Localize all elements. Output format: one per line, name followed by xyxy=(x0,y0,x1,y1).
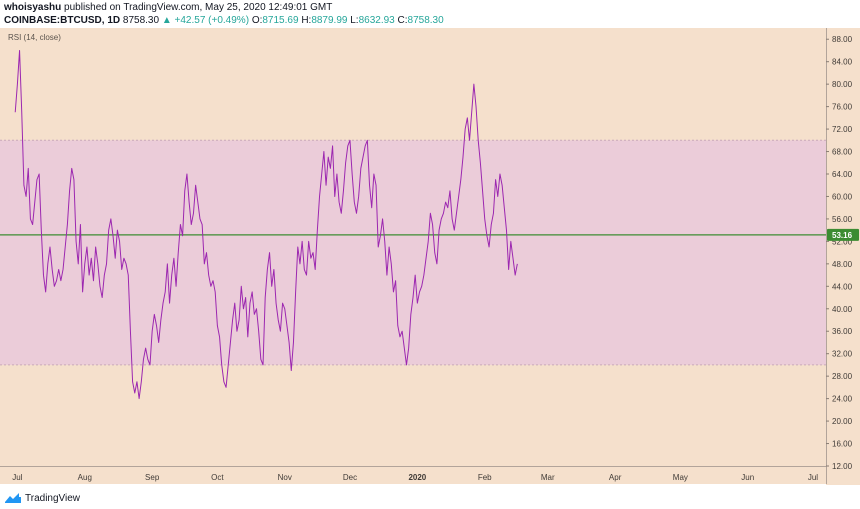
y-axis-tick-label: 32.00 xyxy=(832,350,853,359)
y-axis-tick-label: 16.00 xyxy=(832,440,853,449)
y-axis-tick-label: 20.00 xyxy=(832,417,853,426)
x-axis-tick-label: Feb xyxy=(478,473,492,482)
y-axis-tick-label: 72.00 xyxy=(832,125,853,134)
x-axis-tick-label: Aug xyxy=(78,473,92,482)
y-axis-tick-label: 52.00 xyxy=(832,237,853,246)
symbol-ohlc: COINBASE:BTCUSD, 1D 8758.30 ▲ +42.57 (+0… xyxy=(4,15,856,27)
y-axis-ticks: 12.00 16.00 20.00 24.00 28.00 32.00 36.00 40.00… xyxy=(826,35,853,471)
y-axis-tick-label: 36.00 xyxy=(832,327,853,336)
y-axis-tick-label: 76.00 xyxy=(832,103,853,112)
open-label: O: xyxy=(251,15,263,26)
footer: TradingView xyxy=(4,490,80,506)
tradingview-logo-icon xyxy=(5,493,21,503)
close-value: 8758.30 xyxy=(407,15,444,26)
price-change: +42.57 (+0.49%) xyxy=(174,15,250,26)
price-axis[interactable] xyxy=(826,28,860,485)
x-axis-tick-label: Apr xyxy=(609,473,622,482)
x-axis-tick-label: Nov xyxy=(278,473,292,482)
y-axis-tick-label: 12.00 xyxy=(832,462,853,471)
y-axis-tick-label: 40.00 xyxy=(832,305,853,314)
high-label: H: xyxy=(301,15,312,26)
y-axis-tick-label: 48.00 xyxy=(832,260,853,269)
open-value: 8715.69 xyxy=(262,15,299,26)
publish-text: published on TradingView.com, May 25, 20… xyxy=(64,2,333,13)
y-axis-tick-label: 24.00 xyxy=(832,395,853,404)
x-axis-tick-label: Sep xyxy=(145,473,160,482)
y-axis-tick-label: 56.00 xyxy=(832,215,853,224)
y-axis-tick-label: 80.00 xyxy=(832,80,853,89)
indicator-title: RSI (14, close) xyxy=(8,33,61,42)
rsi-series-line[interactable] xyxy=(14,49,518,400)
x-axis-tick-label: Dec xyxy=(343,473,357,482)
low-value: 8632.93 xyxy=(358,15,395,26)
y-axis-tick-label: 44.00 xyxy=(832,282,853,291)
y-axis-tick-label: 28.00 xyxy=(832,372,853,381)
close-label: C: xyxy=(397,15,408,26)
rsi-band xyxy=(0,140,826,365)
rsi-value-badge xyxy=(827,228,859,241)
author-name[interactable]: whoisyashu xyxy=(4,2,62,13)
publish-info: whoisyashu published on TradingView.com,… xyxy=(4,2,856,14)
y-axis-tick-label: 64.00 xyxy=(832,170,853,179)
x-axis-tick-label: Mar xyxy=(541,473,555,482)
chart-header: whoisyashu published on TradingView.com,… xyxy=(4,2,856,27)
tradingview-brand[interactable]: TradingView xyxy=(25,492,81,504)
x-axis-tick-label: May xyxy=(673,473,688,482)
x-axis-tick-label: Jul xyxy=(12,473,22,482)
y-axis-tick-label: 84.00 xyxy=(832,58,853,67)
rsi-value-label: 53.16 xyxy=(832,231,853,240)
y-axis-tick-label: 88.00 xyxy=(832,35,853,44)
y-axis-tick-label: 60.00 xyxy=(832,192,853,201)
x-axis-tick-label: Oct xyxy=(211,473,224,482)
time-axis[interactable] xyxy=(0,466,826,484)
low-label: L: xyxy=(350,15,359,26)
x-axis-tick-label: 2020 xyxy=(408,473,426,482)
symbol-label: COINBASE:BTCUSD, 1D xyxy=(4,15,121,26)
change-arrow-icon: ▲ xyxy=(161,15,172,26)
y-axis-tick-label: 68.00 xyxy=(832,148,853,157)
rsi-chart[interactable]: 12.00 16.00 20.00 24.00 28.00 32.00 36.00 40.00… xyxy=(0,26,860,485)
x-axis-tick-label: Jul xyxy=(808,473,818,482)
x-axis-tick-label: Jun xyxy=(741,473,754,482)
x-axis-ticks: Jul Aug Sep Oct Nov Dec 2020 Feb Mar Apr May Jun Jul xyxy=(12,473,818,482)
high-value: 8879.99 xyxy=(311,15,348,26)
last-price: 8758.30 xyxy=(122,15,160,26)
